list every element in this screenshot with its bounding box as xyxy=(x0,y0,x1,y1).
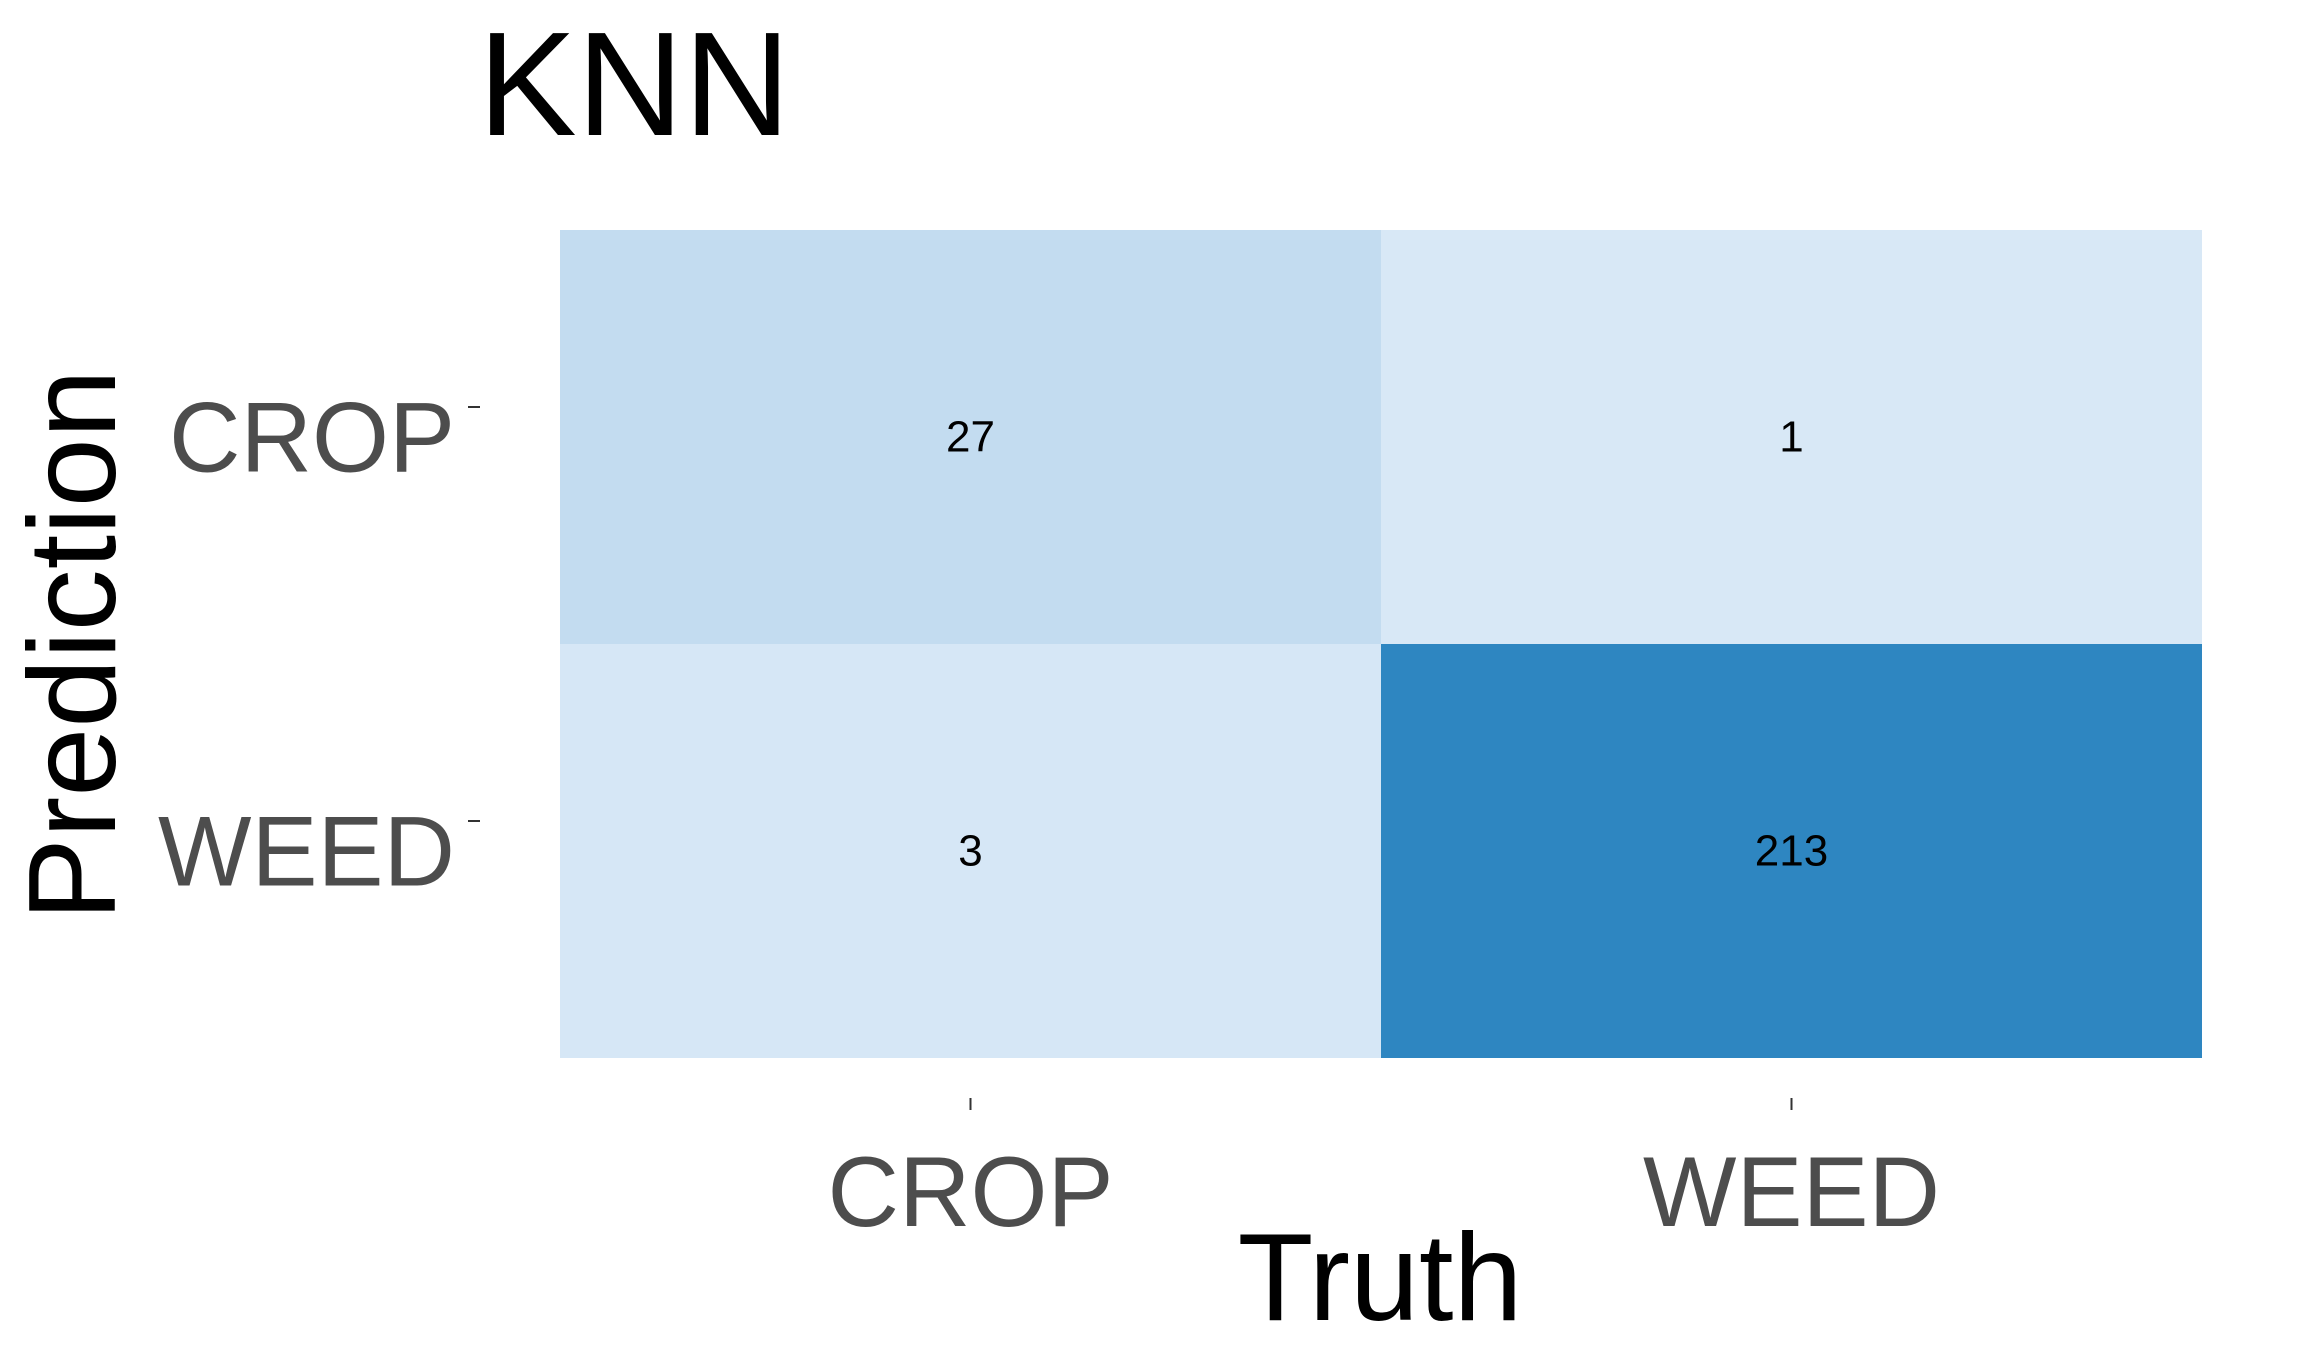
y-tick-label: WEED xyxy=(158,796,455,907)
heatmap-cells xyxy=(560,230,2202,1058)
y-tick-label: CROP xyxy=(169,382,455,493)
y-axis-title: Prediction xyxy=(4,369,142,920)
chart-title: KNN xyxy=(478,2,790,167)
x-tick-label: CROP xyxy=(827,1136,1113,1247)
y-axis-ticks: CROP WEED xyxy=(158,382,480,907)
heatmap-cell-crop-weed xyxy=(1381,230,2202,644)
heatmap-cell-labels: 27 1 3 213 xyxy=(946,413,1828,876)
heatmap-cell-crop-crop xyxy=(560,230,1381,644)
x-axis-ticks: CROP WEED xyxy=(827,1098,1940,1247)
cell-value-label: 1 xyxy=(1779,413,1803,462)
x-axis-title: Truth xyxy=(1238,1209,1523,1347)
cell-value-label: 213 xyxy=(1755,827,1828,876)
heatmap-cell-weed-crop xyxy=(560,644,1381,1058)
x-tick-label: WEED xyxy=(1643,1136,1940,1247)
cell-value-label: 27 xyxy=(946,413,995,462)
cell-value-label: 3 xyxy=(958,827,982,876)
heatmap-cell-weed-weed xyxy=(1381,644,2202,1058)
